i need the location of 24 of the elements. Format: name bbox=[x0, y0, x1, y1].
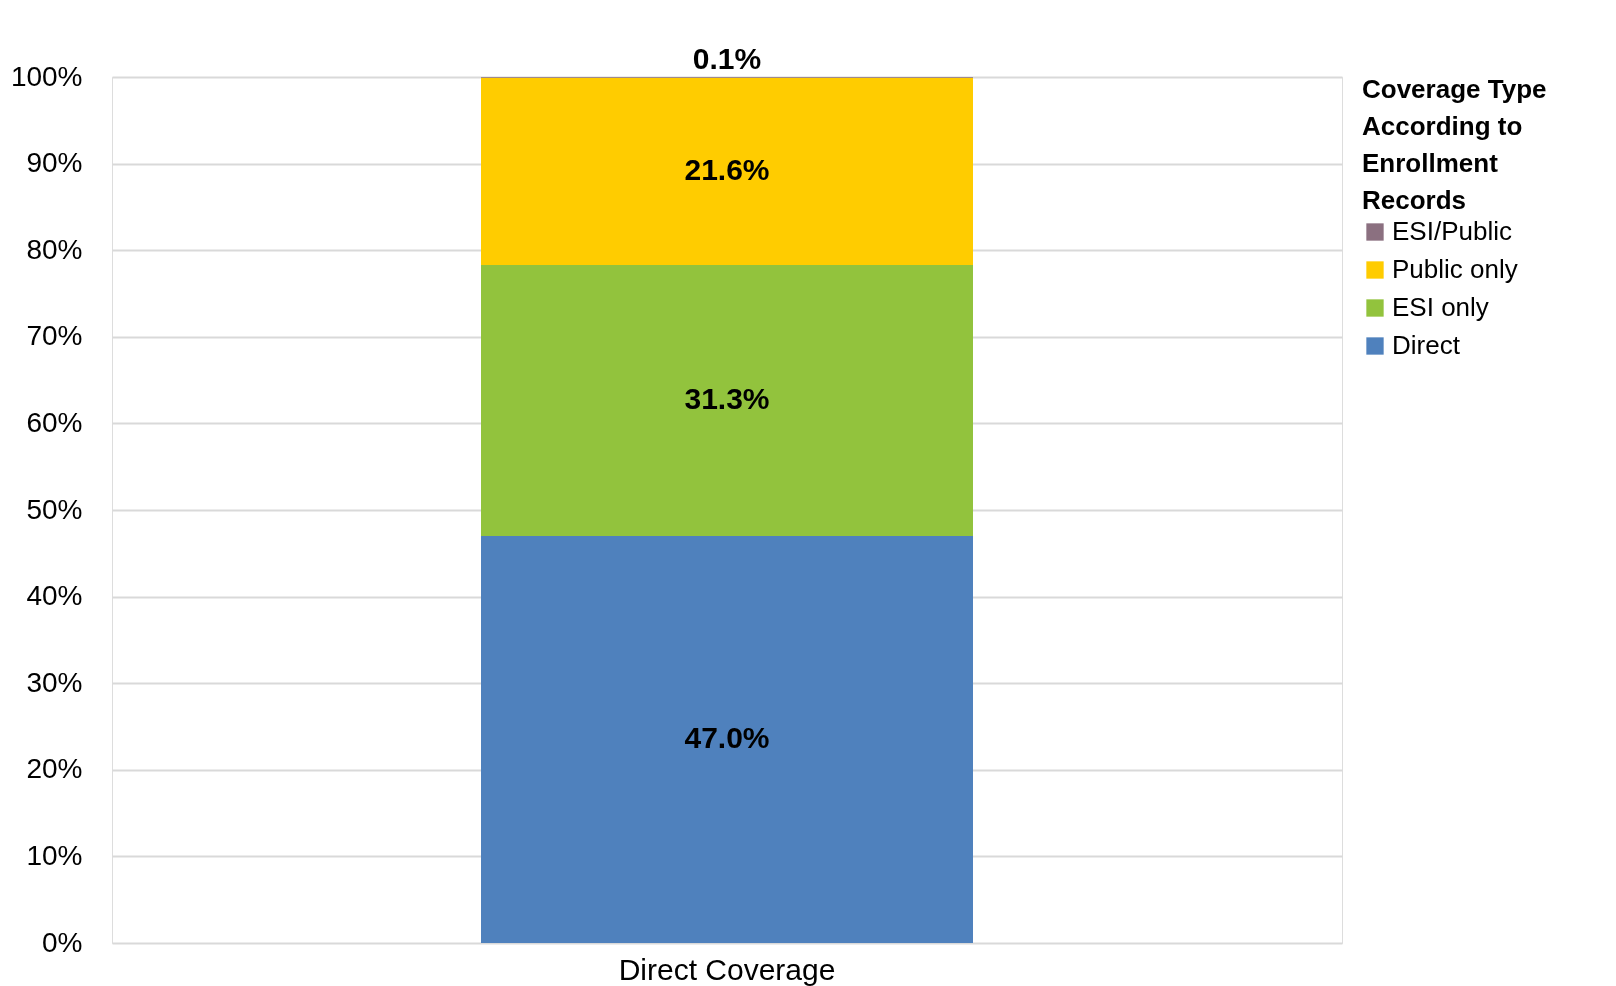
data-label: 21.6% bbox=[684, 153, 770, 187]
legend-title: Coverage Type According to Enrollment Records bbox=[1362, 74, 1547, 215]
y-tick-label: 20% bbox=[26, 753, 83, 785]
y-tick-label: 50% bbox=[26, 493, 83, 525]
y-tick-label: 60% bbox=[26, 406, 83, 438]
y-tick-label: 40% bbox=[26, 580, 83, 612]
legend-label: ESI/Public bbox=[1392, 216, 1512, 246]
y-tick-label: 90% bbox=[26, 147, 83, 179]
legend-label: Direct bbox=[1392, 330, 1461, 360]
bar bbox=[481, 77, 973, 265]
legend-label: ESI only bbox=[1392, 292, 1489, 322]
legend-label: Public only bbox=[1392, 254, 1518, 284]
y-tick-label: 0% bbox=[42, 926, 83, 958]
bar bbox=[481, 535, 973, 943]
data-label: 47.0% bbox=[684, 721, 770, 755]
y-tick-label: 30% bbox=[26, 666, 83, 698]
y-tick-label: 70% bbox=[26, 320, 83, 352]
y-tick-label: 80% bbox=[26, 233, 83, 265]
data-label: 31.3% bbox=[684, 382, 770, 416]
bar bbox=[481, 264, 973, 536]
data-label: 0.1% bbox=[692, 42, 762, 75]
y-tick-label: 100% bbox=[10, 60, 83, 92]
x-tick-label: Direct Coverage bbox=[618, 952, 836, 986]
y-tick-label: 10% bbox=[26, 839, 83, 871]
